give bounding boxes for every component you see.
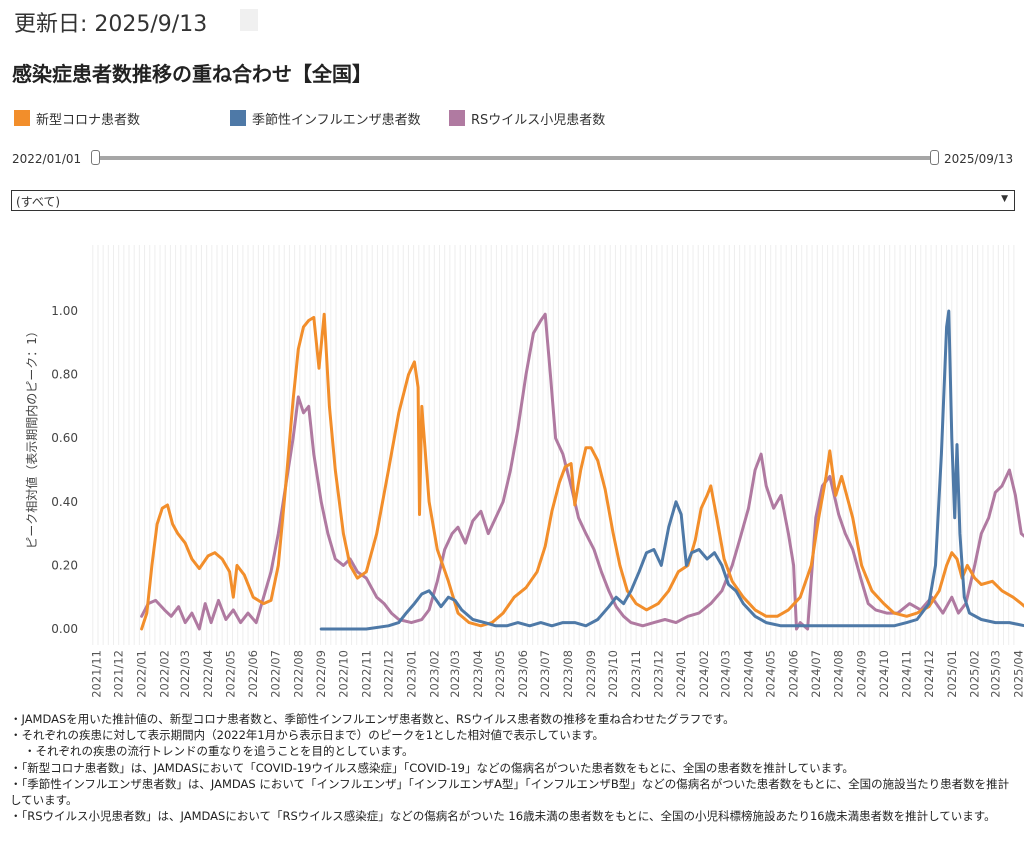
page-title: 感染症患者数推移の重ね合わせ【全国】 xyxy=(12,62,372,86)
legend-label-covid: 新型コロナ患者数 xyxy=(36,112,141,128)
y-tick-label: 1.00 xyxy=(51,304,78,318)
slider-end-label: 2025/09/13 xyxy=(944,152,1014,166)
y-tick-label: 0.80 xyxy=(51,368,78,382)
legend-label-influenza: 季節性インフルエンザ患者数 xyxy=(252,112,421,128)
x-tick-label: 2024/09 xyxy=(855,650,869,698)
filter-dropdown[interactable]: (すべて) ▼ xyxy=(11,190,1015,211)
y-tick-label: 0.00 xyxy=(51,622,78,636)
x-tick-label: 2022/12 xyxy=(381,650,395,698)
x-tick-label: 2022/04 xyxy=(201,650,215,698)
x-tick-label: 2024/10 xyxy=(877,650,891,698)
x-tick-label: 2024/04 xyxy=(741,650,755,698)
note-2: ・それぞれの疾患に対して表示期間内（2022年1月から表示日まで）のピークを1と… xyxy=(10,728,605,743)
x-tick-label: 2022/02 xyxy=(158,650,172,698)
x-tick-label: 2024/02 xyxy=(697,650,711,698)
dropdown-arrow-icon: ▼ xyxy=(1001,194,1008,204)
date-range-slider-track[interactable] xyxy=(97,156,935,160)
x-tick-label: 2023/01 xyxy=(404,650,418,698)
y-tick-label: 0.40 xyxy=(51,495,78,509)
legend-swatch-influenza xyxy=(230,110,246,126)
legend-swatch-covid xyxy=(14,110,30,126)
slider-end-handle[interactable] xyxy=(930,150,939,165)
x-tick-label: 2023/05 xyxy=(493,650,507,698)
chart-series xyxy=(140,309,1024,631)
legend-item-rsv[interactable]: RSウイルス小児患者数 xyxy=(449,109,606,128)
update-date: 更新日: 2025/9/13 xyxy=(14,12,208,37)
x-tick-label: 2022/07 xyxy=(268,650,282,698)
x-tick-label: 2024/12 xyxy=(922,650,936,698)
x-tick-label: 2025/03 xyxy=(988,650,1002,698)
x-tick-label: 2024/08 xyxy=(832,650,846,698)
y-axis-label: ピーク相対値（表示期間内のピーク：1） xyxy=(24,325,39,549)
x-tick-label: 2022/10 xyxy=(336,650,350,698)
series-line-0 xyxy=(140,312,1024,631)
x-tick-label: 2024/06 xyxy=(787,650,801,698)
x-tick-label: 2023/08 xyxy=(561,650,575,698)
series-line-2 xyxy=(140,312,1024,631)
note-1: ・JAMDASを用いた推計値の、新型コロナ患者数と、季節性インフルエンザ患者数と… xyxy=(10,712,735,726)
x-tick-label: 2025/04 xyxy=(1011,650,1024,698)
legend-item-covid[interactable]: 新型コロナ患者数 xyxy=(14,109,141,128)
legend-swatch-rsv xyxy=(449,110,465,126)
x-tick-label: 2023/10 xyxy=(606,650,620,698)
x-tick-label: 2023/02 xyxy=(427,650,441,698)
x-tick-label: 2024/01 xyxy=(674,650,688,698)
y-axis-ticks: 0.00 0.20 0.40 0.60 0.80 1.00 xyxy=(51,304,78,636)
x-tick-label: 2023/06 xyxy=(516,650,530,698)
legend-label-rsv: RSウイルス小児患者数 xyxy=(471,112,606,128)
x-tick-label: 2021/11 xyxy=(90,650,104,698)
x-tick-label: 2024/05 xyxy=(764,650,778,698)
x-tick-label: 2025/01 xyxy=(945,650,959,698)
y-tick-label: 0.60 xyxy=(51,431,78,445)
x-tick-label: 2022/05 xyxy=(223,650,237,698)
note-3: ・それぞれの疾患の流行トレンドの重なりを追うことを目的としています。 xyxy=(24,744,414,759)
slider-start-handle[interactable] xyxy=(91,150,100,165)
x-tick-label: 2022/09 xyxy=(314,650,328,698)
note-4: ・「新型コロナ患者数」は、JAMDASにおいて「COVID-19ウイルス感染症」… xyxy=(10,760,854,775)
x-tick-label: 2024/11 xyxy=(900,650,914,698)
filter-dropdown-value: (すべて) xyxy=(16,195,61,209)
x-tick-label: 2023/04 xyxy=(471,650,485,698)
x-tick-label: 2024/07 xyxy=(809,650,823,698)
x-tick-label: 2023/07 xyxy=(538,650,552,698)
x-tick-label: 2022/11 xyxy=(359,650,373,698)
note-6: ・「RSウイルス小児患者数」は、JAMDASにおいて「RSウイルス感染症」などの… xyxy=(10,809,996,824)
line-chart: 0.000.200.400.600.801.00 2021/11 2021/12 2… xyxy=(24,245,1024,698)
slider-start-label: 2022/01/01 xyxy=(12,152,82,166)
update-date-box xyxy=(240,9,258,31)
x-tick-label: 2023/11 xyxy=(629,650,643,698)
x-tick-label: 2022/01 xyxy=(135,650,149,698)
x-tick-label: 2023/12 xyxy=(651,650,665,698)
x-tick-label: 2021/12 xyxy=(112,650,126,698)
x-tick-label: 2022/08 xyxy=(291,650,305,698)
x-tick-label: 2024/03 xyxy=(719,650,733,698)
legend-item-influenza[interactable]: 季節性インフルエンザ患者数 xyxy=(230,109,421,128)
note-5: ・「季節性インフルエンザ患者数」は、JAMDAS において「インフルエンザ」「イ… xyxy=(10,776,1010,808)
x-tick-label: 2023/09 xyxy=(584,650,598,698)
notes: ・JAMDASを用いた推計値の、新型コロナ患者数と、季節性インフルエンザ患者数と… xyxy=(10,711,1020,824)
x-tick-label: 2025/02 xyxy=(968,650,982,698)
chart-grid xyxy=(92,245,1015,645)
y-tick-label: 0.20 xyxy=(51,558,78,572)
x-tick-label: 2022/03 xyxy=(178,650,192,698)
x-tick-label: 2023/03 xyxy=(448,650,462,698)
x-axis-ticks: 2021/11 2021/12 2022/01 2022/02 2022/03 2022/… xyxy=(90,650,1024,698)
series-line-1 xyxy=(319,309,1024,631)
x-tick-label: 2022/06 xyxy=(246,650,260,698)
